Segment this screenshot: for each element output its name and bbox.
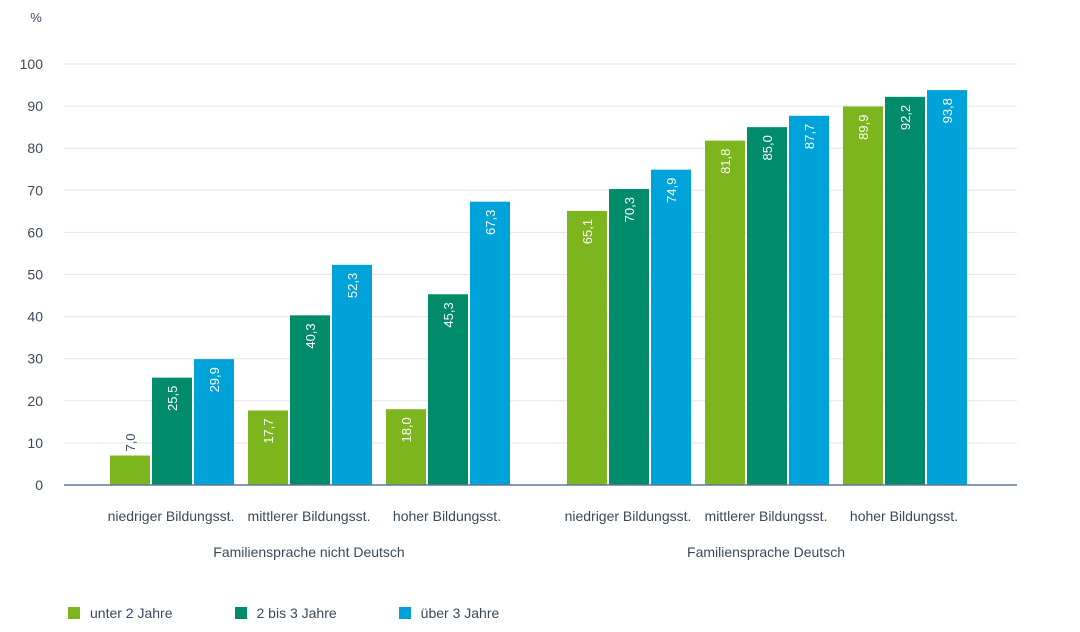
bar — [248, 410, 288, 485]
bar — [567, 210, 607, 485]
bar — [152, 377, 192, 485]
category-label: mittlerer Bildungsst. — [248, 508, 371, 524]
bar — [927, 90, 967, 486]
data-label: 18,0 — [399, 417, 414, 442]
bar — [609, 189, 649, 486]
legend-swatch — [68, 607, 80, 619]
category-label: niedriger Bildungsst. — [108, 508, 235, 524]
category-label: mittlerer Bildungsst. — [705, 508, 828, 524]
bar — [110, 455, 150, 485]
legend: unter 2 Jahre 2 bis 3 Jahre über 3 Jahre — [68, 605, 561, 621]
bar — [789, 115, 829, 486]
data-label: 67,3 — [483, 210, 498, 235]
legend-label: 2 bis 3 Jahre — [256, 605, 337, 621]
bar-chart: 0 10 20 30 40 50 60 70 80 90 100% 7,0 25,5 29,9 niedri… — [20, 10, 1017, 560]
data-label: 40,3 — [303, 323, 318, 348]
y-tick-label: 20 — [27, 393, 43, 409]
data-label: 29,9 — [207, 367, 222, 392]
bar — [470, 201, 510, 486]
data-label: 52,3 — [345, 273, 360, 298]
bar — [332, 264, 372, 485]
y-tick-label: 90 — [27, 98, 43, 114]
bar — [428, 294, 468, 485]
category-label: niedriger Bildungsst. — [565, 508, 692, 524]
data-label: 81,8 — [718, 149, 733, 174]
y-tick-label: 100 — [20, 56, 44, 72]
y-tick-label: 10 — [27, 435, 43, 451]
data-label: 7,0 — [123, 433, 138, 451]
legend-swatch — [234, 607, 247, 619]
bar — [843, 106, 883, 486]
legend-item-2-bis-3-jahre: 2 bis 3 Jahre — [234, 605, 337, 621]
data-label: 89,9 — [856, 115, 871, 140]
legend-item-unter-2-jahre: unter 2 Jahre — [68, 605, 173, 621]
y-tick-label: 40 — [27, 309, 43, 325]
data-label: 93,8 — [940, 98, 955, 123]
legend-label: über 3 Jahre — [420, 605, 500, 621]
bar — [651, 169, 691, 485]
group-label: Familiensprache nicht Deutsch — [213, 544, 404, 560]
bar — [705, 140, 745, 485]
data-label: 74,9 — [664, 178, 679, 203]
data-label: 87,7 — [802, 124, 817, 149]
y-tick-label: 30 — [27, 351, 43, 367]
category-label: hoher Bildungsst. — [850, 508, 958, 524]
y-tick-label: 50 — [27, 267, 43, 283]
y-tick-label: 70 — [27, 182, 43, 198]
data-label: 65,1 — [580, 219, 595, 244]
data-label: 17,7 — [261, 418, 276, 443]
data-label: 92,2 — [898, 105, 913, 130]
data-label: 70,3 — [622, 197, 637, 222]
bar — [885, 96, 925, 485]
legend-item-ueber-3-jahre: über 3 Jahre — [398, 605, 500, 621]
legend-swatch — [398, 607, 411, 619]
bar — [747, 127, 787, 486]
bar — [290, 315, 330, 485]
category-label: hoher Bildungsst. — [393, 508, 501, 524]
data-label: 45,3 — [441, 302, 456, 327]
y-tick-label: 80 — [27, 140, 43, 156]
bar — [194, 359, 234, 485]
legend-label: unter 2 Jahre — [90, 605, 173, 621]
group-label: Familiensprache Deutsch — [687, 544, 845, 560]
y-tick-label: 60 — [27, 224, 43, 240]
unit-label: % — [30, 10, 42, 25]
data-label: 85,0 — [760, 135, 775, 160]
bar — [386, 409, 426, 485]
y-tick-label: 0 — [35, 477, 43, 493]
data-label: 25,5 — [165, 386, 180, 411]
